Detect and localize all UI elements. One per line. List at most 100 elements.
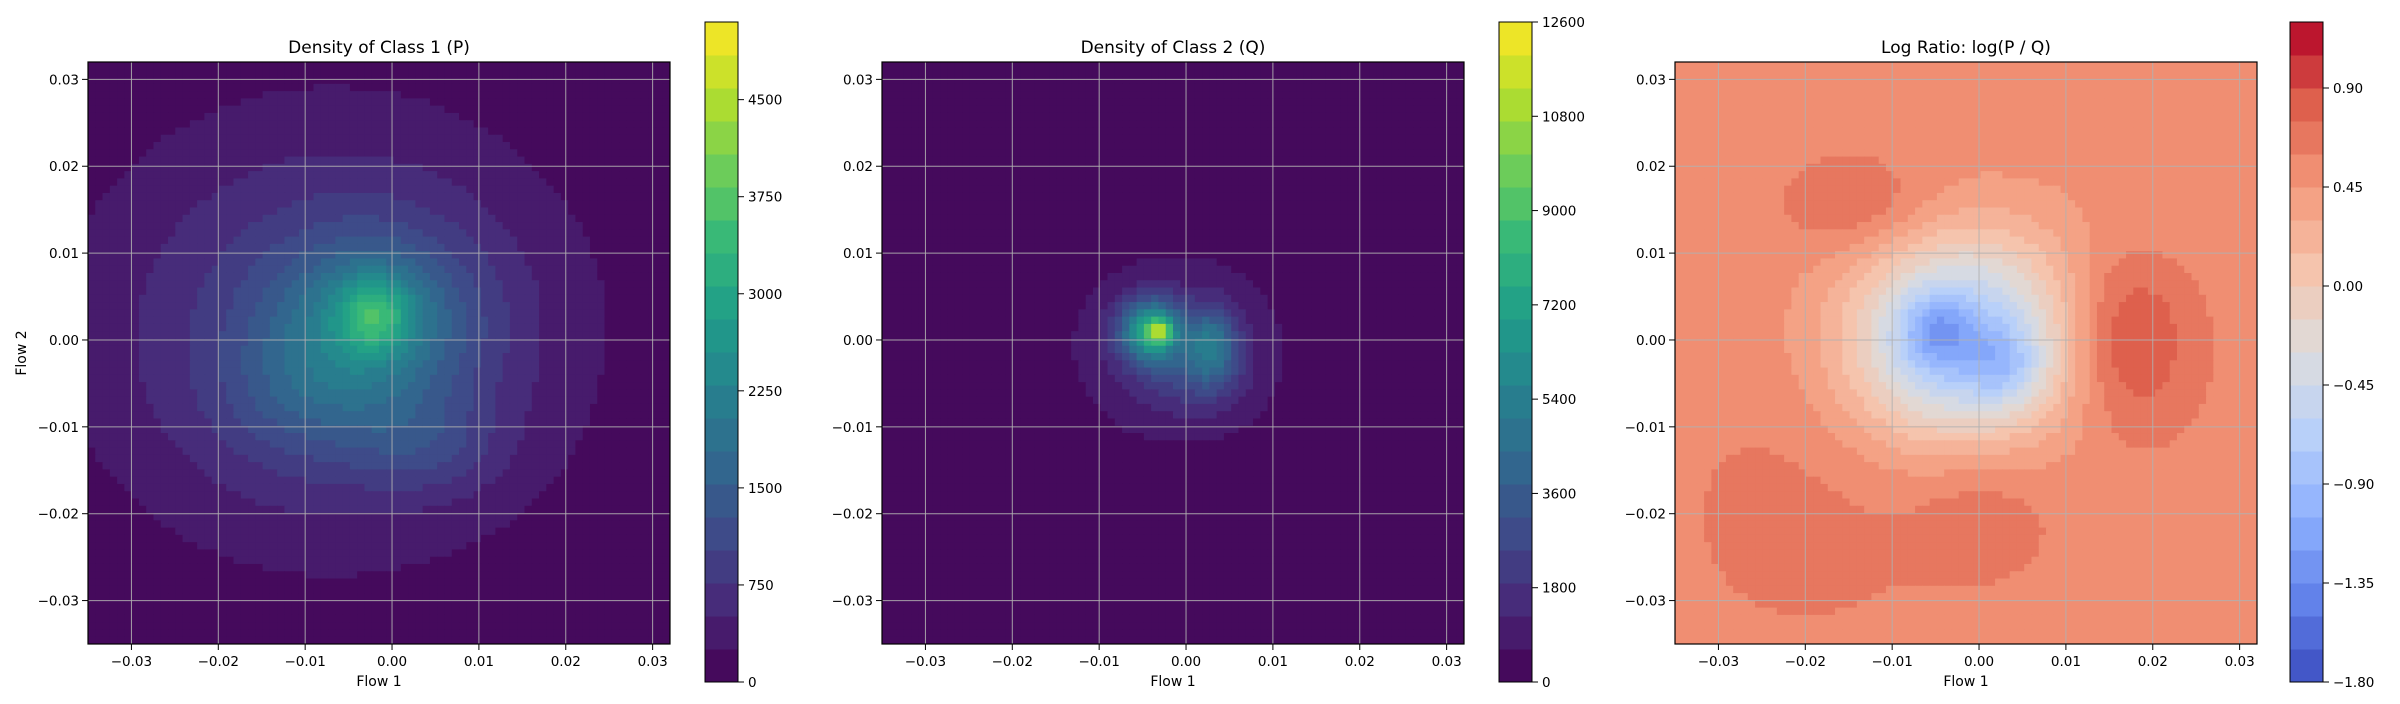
heatmap-cell bbox=[553, 345, 562, 354]
heatmap-cell bbox=[109, 272, 118, 281]
heatmap-cell bbox=[175, 498, 184, 507]
heatmap-cell bbox=[168, 331, 176, 340]
heatmap-cell bbox=[175, 345, 184, 354]
heatmap-cell bbox=[575, 149, 584, 158]
heatmap-cell bbox=[328, 265, 336, 274]
heatmap-cell bbox=[102, 83, 111, 92]
heatmap-cell bbox=[168, 83, 176, 92]
heatmap-cell bbox=[451, 294, 460, 303]
heatmap-cell bbox=[437, 353, 446, 361]
heatmap-cell bbox=[146, 309, 155, 318]
heatmap-cell bbox=[277, 243, 286, 252]
heatmap-cell bbox=[233, 134, 242, 143]
heatmap-cell bbox=[488, 178, 497, 187]
heatmap-cell bbox=[575, 265, 584, 274]
heatmap-cell bbox=[393, 222, 402, 230]
heatmap-cell bbox=[589, 222, 598, 230]
heatmap-cell bbox=[211, 433, 220, 441]
heatmap-cell bbox=[168, 127, 176, 136]
heatmap-cell bbox=[255, 411, 264, 420]
heatmap-cell bbox=[553, 200, 562, 209]
heatmap-cell bbox=[495, 112, 504, 121]
heatmap-cell bbox=[648, 280, 657, 289]
heatmap-cell bbox=[262, 156, 271, 165]
heatmap-cell bbox=[189, 462, 198, 471]
heatmap-cell bbox=[189, 425, 198, 434]
heatmap-cell bbox=[160, 214, 169, 223]
heatmap-cell bbox=[502, 491, 511, 500]
heatmap-cell bbox=[386, 280, 395, 289]
heatmap-cell bbox=[611, 476, 620, 485]
heatmap-cell bbox=[226, 207, 235, 216]
heatmap-cell bbox=[168, 76, 176, 85]
heatmap-cell bbox=[364, 178, 373, 187]
heatmap-cell bbox=[473, 498, 482, 507]
heatmap-cell bbox=[182, 396, 191, 405]
heatmap-cell bbox=[640, 105, 649, 114]
heatmap-cell bbox=[480, 323, 489, 332]
heatmap-cell bbox=[95, 389, 104, 398]
heatmap-cell bbox=[444, 200, 453, 209]
heatmap-cell bbox=[182, 287, 191, 296]
heatmap-cell bbox=[459, 418, 467, 427]
heatmap-cell bbox=[517, 83, 526, 92]
heatmap-cell bbox=[349, 389, 358, 398]
heatmap-cell bbox=[328, 163, 336, 172]
heatmap-cell bbox=[444, 163, 453, 172]
heatmap-cell bbox=[604, 243, 613, 252]
heatmap-cell bbox=[117, 251, 125, 260]
heatmap-cell bbox=[306, 345, 315, 354]
heatmap-cell bbox=[379, 338, 387, 347]
heatmap-cell bbox=[408, 91, 416, 99]
heatmap-cell bbox=[124, 513, 133, 521]
heatmap-cell bbox=[313, 302, 322, 310]
heatmap-cell bbox=[415, 222, 424, 230]
heatmap-cell bbox=[619, 454, 627, 463]
heatmap-cell bbox=[117, 323, 125, 332]
heatmap-cell bbox=[575, 505, 584, 514]
heatmap-cell bbox=[364, 163, 373, 172]
heatmap-cell bbox=[597, 418, 606, 427]
heatmap-cell bbox=[539, 134, 547, 143]
heatmap-cell bbox=[95, 462, 104, 471]
heatmap-cell bbox=[124, 280, 133, 289]
heatmap-cell bbox=[298, 251, 307, 260]
heatmap-cell bbox=[648, 222, 657, 230]
heatmap-cell bbox=[626, 338, 635, 347]
heatmap-cell bbox=[415, 440, 424, 449]
heatmap-cell bbox=[364, 462, 373, 471]
heatmap-cell bbox=[459, 454, 467, 463]
heatmap-cell bbox=[408, 360, 416, 369]
heatmap-cell bbox=[269, 76, 278, 85]
heatmap-cell bbox=[349, 469, 358, 478]
heatmap-cell bbox=[568, 476, 577, 485]
heatmap-cell bbox=[408, 302, 416, 310]
heatmap-cell bbox=[371, 200, 380, 209]
heatmap-cell bbox=[546, 360, 555, 369]
heatmap-cell bbox=[415, 265, 424, 274]
heatmap-cell bbox=[349, 163, 358, 172]
heatmap-cell bbox=[633, 62, 642, 70]
heatmap-cell bbox=[531, 120, 540, 129]
heatmap-cell bbox=[277, 178, 286, 187]
heatmap-cell bbox=[568, 331, 577, 340]
heatmap-cell bbox=[655, 222, 664, 230]
heatmap-cell bbox=[546, 185, 555, 194]
heatmap-cell bbox=[408, 382, 416, 390]
heatmap-cell bbox=[422, 127, 431, 136]
heatmap-cell bbox=[582, 251, 591, 260]
heatmap-cell bbox=[284, 76, 293, 85]
heatmap-cell bbox=[298, 62, 307, 70]
heatmap-cell bbox=[524, 469, 533, 478]
heatmap-cell bbox=[153, 513, 162, 521]
heatmap-cell bbox=[619, 69, 627, 78]
heatmap-cell bbox=[408, 69, 416, 78]
heatmap-cell bbox=[589, 112, 598, 121]
heatmap-cell bbox=[422, 171, 431, 180]
heatmap-cell bbox=[408, 142, 416, 150]
heatmap-cell bbox=[480, 192, 489, 201]
heatmap-cell bbox=[248, 367, 256, 376]
heatmap-cell bbox=[531, 200, 540, 209]
heatmap-cell bbox=[488, 112, 497, 121]
heatmap-cell bbox=[102, 142, 111, 150]
